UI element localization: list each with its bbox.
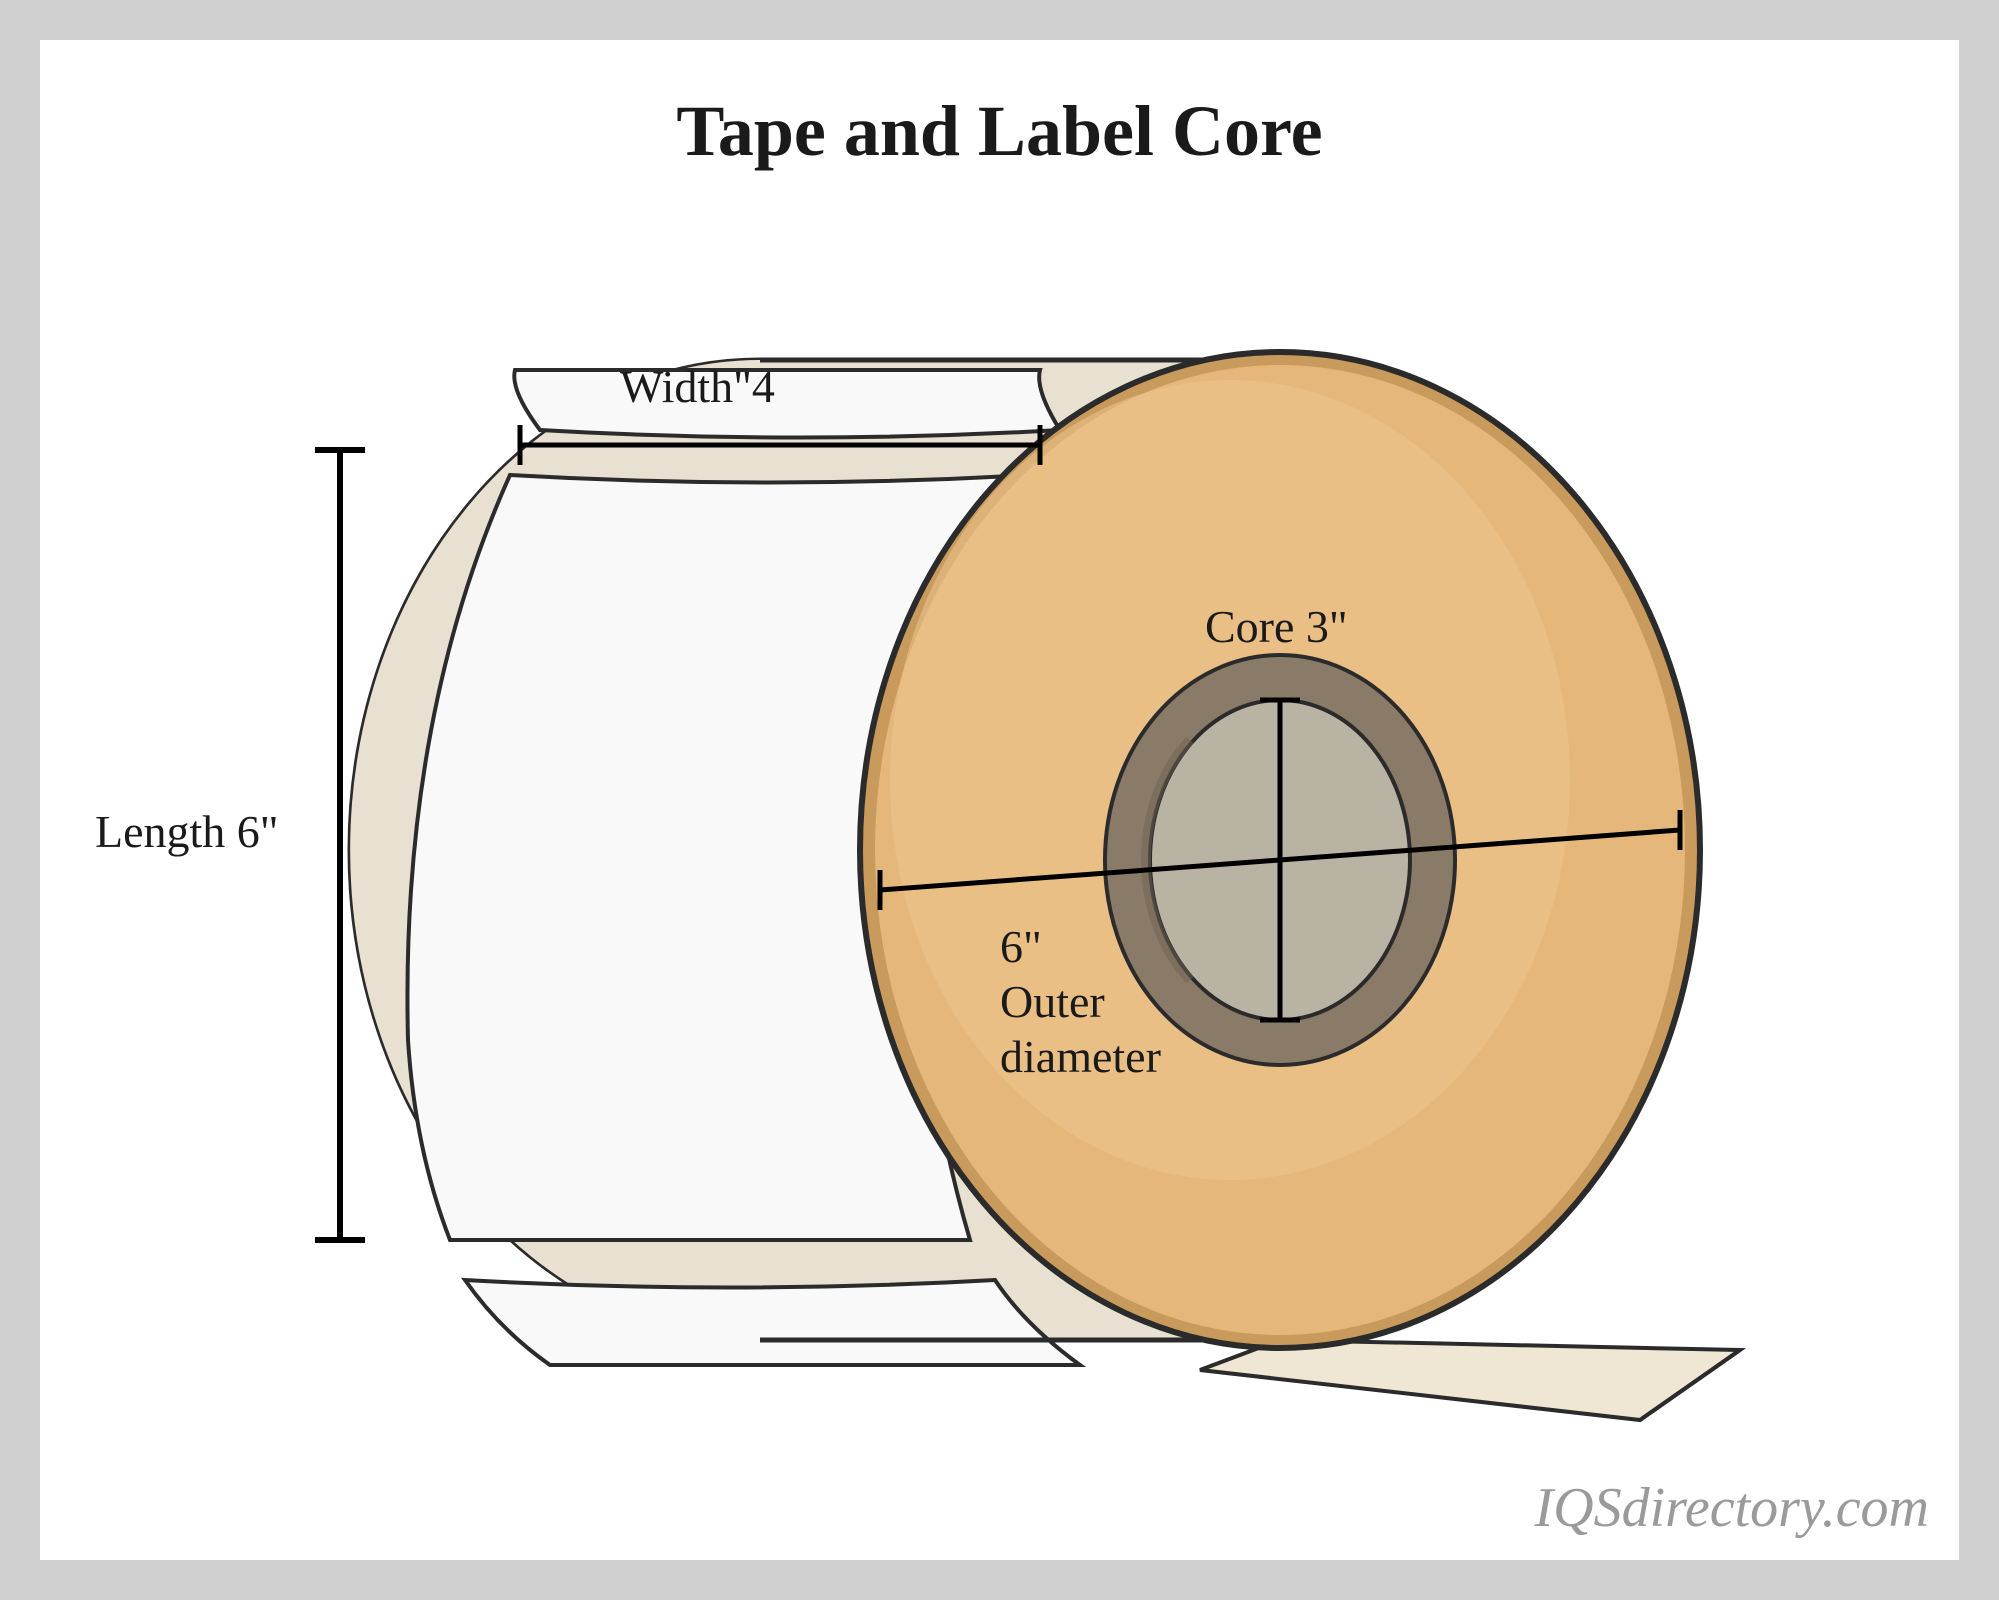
outer-diameter-label-1: 6" (1000, 920, 1042, 973)
watermark: IQSdirectory.com (1535, 1476, 1930, 1540)
label-top-strip (514, 370, 1060, 438)
diagram-stage: Width"4 Length 6" Core 3" 6" Outer diame… (40, 220, 1959, 1480)
label-bottom-strip (465, 1280, 1080, 1365)
outer-diameter-label-2: Outer (1000, 975, 1105, 1028)
frame: Tape and Label Core (0, 0, 1999, 1600)
diagram-svg (40, 220, 1959, 1480)
length-label: Length 6" (95, 805, 279, 858)
core-label: Core 3" (1205, 600, 1348, 653)
outer-diameter-label-3: diameter (1000, 1030, 1161, 1083)
diagram-title: Tape and Label Core (40, 90, 1959, 173)
width-label: Width"4 (620, 360, 775, 413)
